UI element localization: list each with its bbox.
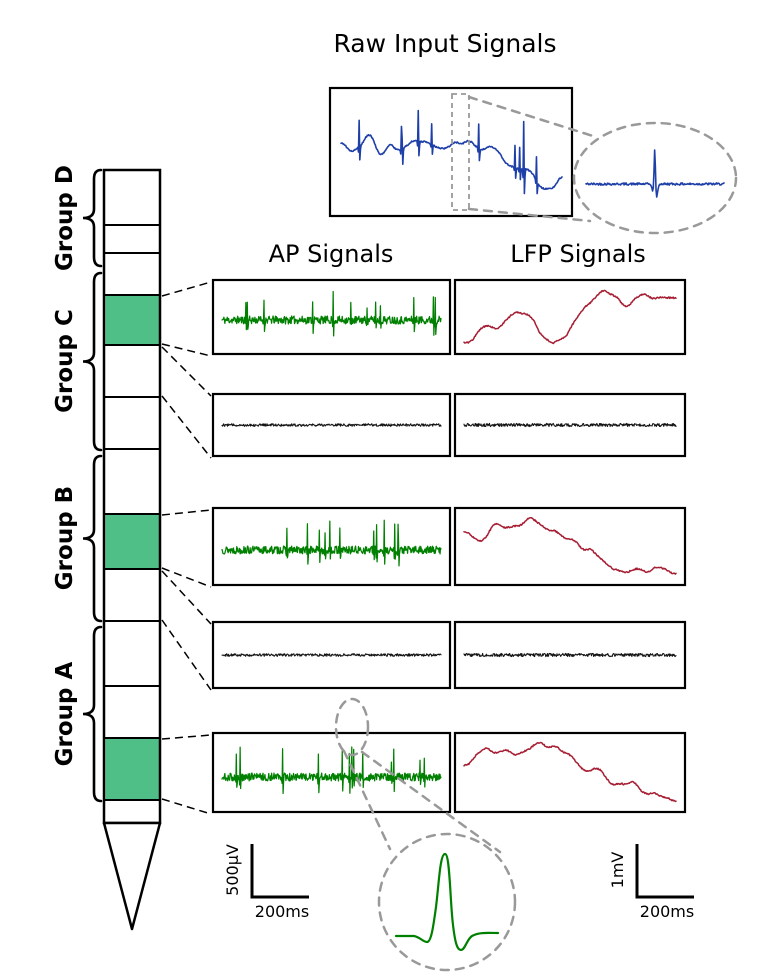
ap-trace-1 — [221, 290, 442, 337]
spike-zoom-line-left — [342, 749, 392, 851]
scalebar-left-axes — [250, 844, 309, 899]
scalebar-left-vertical-label: 500µV — [223, 844, 242, 896]
raw-signal-box — [328, 86, 574, 218]
scalebar-left-horizontal-label: 200ms — [255, 902, 309, 921]
ap-column-header: AP Signals — [269, 240, 394, 268]
group-brace-a — [82, 625, 103, 803]
group-brace-b — [82, 454, 103, 623]
spike-zoom-circle — [377, 832, 517, 972]
group-label-a: Group A — [52, 661, 78, 766]
connector-line — [161, 619, 212, 691]
connector-line — [161, 281, 212, 297]
spike-zoom-trace — [394, 852, 500, 952]
group-label-d: Group D — [52, 165, 78, 271]
group-label-c: Group C — [52, 309, 78, 413]
connector-line — [161, 798, 212, 815]
group-brace-d — [82, 168, 103, 268]
connector-line — [161, 734, 212, 740]
ap-signal-box-5 — [211, 731, 452, 814]
lfp-signal-box-5 — [453, 731, 687, 814]
raw-zoom-region — [451, 93, 470, 211]
electrode-probe — [102, 168, 162, 931]
connector-line — [161, 395, 212, 459]
raw-zoom-line-bottom — [467, 207, 592, 223]
probe-segment-dividers — [104, 224, 160, 801]
spike-zoom — [334, 697, 517, 972]
scalebar-left: 500µV 200ms — [223, 844, 309, 921]
ap-trace-3 — [221, 519, 442, 567]
raw-input-panel: Raw Input Signals — [328, 29, 738, 235]
ap-trace-2 — [221, 423, 442, 427]
lfp-signal-box-1 — [453, 278, 687, 356]
connector-line — [161, 343, 212, 357]
lfp-trace-1 — [463, 289, 677, 345]
lfp-trace-5 — [463, 741, 677, 803]
raw-zoom-ellipse — [572, 121, 738, 235]
spike-zoom-source-ellipse — [334, 697, 370, 757]
electrode-site-active-a — [105, 739, 159, 800]
scalebar-right-axes — [635, 844, 694, 899]
raw-zoom-spike-trace — [585, 149, 725, 198]
connector-line — [161, 509, 212, 516]
ap-trace-4 — [221, 653, 442, 657]
scalebar-right: 1mV 200ms — [608, 844, 694, 921]
lfp-signal-box-3 — [453, 506, 687, 587]
lfp-trace-4 — [463, 652, 677, 658]
group-annotations: Group D Group C Group B Group A — [52, 165, 103, 803]
ap-trace-5 — [221, 746, 442, 795]
electrode-site-active-c — [105, 296, 159, 345]
connector-line — [161, 567, 212, 588]
group-label-b: Group B — [52, 486, 78, 590]
lfp-column-header: LFP Signals — [510, 240, 646, 268]
probe-body — [104, 170, 160, 823]
scalebar-right-vertical-label: 1mV — [608, 852, 627, 889]
probe-tip — [102, 821, 162, 931]
scalebar-right-horizontal-label: 200ms — [640, 902, 694, 921]
raw-signal-trace — [340, 109, 563, 195]
group-brace-c — [82, 271, 103, 452]
connector-line — [161, 346, 212, 397]
lfp-trace-3 — [463, 516, 677, 575]
raw-input-title: Raw Input Signals — [333, 29, 556, 58]
signal-grid: AP Signals LFP Signals — [211, 240, 687, 814]
raw-zoom-line-top — [467, 95, 595, 138]
lfp-trace-2 — [463, 422, 677, 428]
spike-zoom-line-right — [360, 750, 502, 854]
electrode-site-active-b — [105, 515, 159, 569]
probe-row-connectors — [161, 281, 212, 815]
